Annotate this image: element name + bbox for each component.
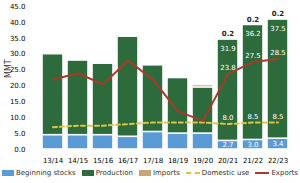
svg-text:20/21: 20/21: [218, 157, 238, 165]
svg-text:22/23: 22/23: [268, 157, 288, 165]
html-text:Production: Production: [95, 169, 133, 177]
html-text:Domestic use: Domestic use: [201, 169, 250, 177]
svg-text:30.0: 30.0: [10, 50, 26, 58]
svg-text:36.2: 36.2: [245, 30, 261, 38]
svg-text:13/14: 13/14: [43, 157, 64, 165]
svg-text:5.0: 5.0: [14, 130, 25, 138]
svg-text:0.2: 0.2: [247, 16, 260, 24]
svg-text:23.8: 23.8: [220, 64, 236, 72]
svg-text:21/22: 21/22: [243, 157, 263, 165]
svg-text:3.4: 3.4: [272, 140, 284, 148]
svg-text:40.0: 40.0: [10, 19, 26, 27]
svg-text:19/20: 19/20: [193, 157, 213, 165]
svg-text:15/16: 15/16: [93, 157, 114, 165]
svg-text:31.9: 31.9: [220, 45, 236, 53]
svg-text:15.0: 15.0: [10, 98, 26, 106]
svg-text:8.0: 8.0: [222, 114, 233, 122]
svg-text:2.7: 2.7: [222, 141, 233, 149]
svg-text:17/18: 17/18: [143, 157, 163, 165]
svg-text:25.0: 25.0: [9, 66, 26, 75]
html-text:Imports: Imports: [152, 169, 180, 177]
svg-text:14/15: 14/15: [68, 157, 88, 165]
svg-text:8.5: 8.5: [247, 113, 258, 121]
svg-text:18/19: 18/19: [168, 157, 188, 165]
svg-text:0.0: 0.0: [14, 146, 25, 154]
svg-text:37.5: 37.5: [270, 25, 286, 33]
html-text:Exports: Exports: [271, 169, 298, 177]
svg-text:16/17: 16/17: [118, 157, 138, 165]
svg-text:45.0: 45.0: [10, 3, 26, 11]
svg-text:27.5: 27.5: [245, 52, 261, 60]
svg-text:0.2: 0.2: [222, 30, 235, 38]
svg-text:0.2: 0.2: [272, 10, 285, 18]
svg-text:10.0: 10.0: [10, 114, 26, 122]
svg-text:20.0: 20.0: [10, 82, 26, 90]
svg-text:35.0: 35.0: [10, 35, 26, 43]
svg-text:3.0: 3.0: [247, 141, 258, 149]
svg-text:MMT: MMT: [4, 59, 13, 78]
svg-text:28.5: 28.5: [270, 49, 286, 57]
html-text:Beginning stocks: Beginning stocks: [16, 169, 76, 177]
svg-text:8.5: 8.5: [272, 113, 283, 121]
